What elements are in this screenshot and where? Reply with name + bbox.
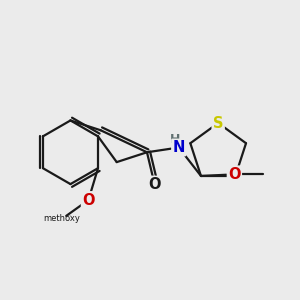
Text: methoxy: methoxy xyxy=(66,215,72,216)
Text: H: H xyxy=(170,133,181,146)
Text: N: N xyxy=(172,140,185,155)
Text: O: O xyxy=(82,193,95,208)
Text: S: S xyxy=(213,116,224,130)
Text: O: O xyxy=(228,167,241,182)
Text: methoxy: methoxy xyxy=(43,214,80,223)
Text: O: O xyxy=(149,177,161,192)
